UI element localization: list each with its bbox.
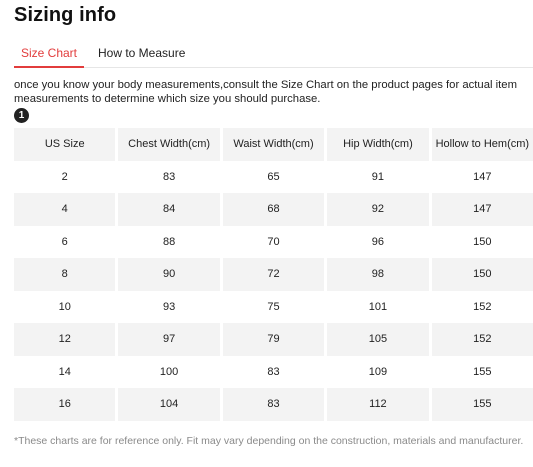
active-tab-indicator bbox=[14, 66, 84, 68]
cell-waist-width: 68 bbox=[222, 193, 325, 226]
cell-us-size: 8 bbox=[14, 258, 116, 291]
table-row: 2 83 65 91 147 bbox=[14, 161, 533, 194]
cell-hip-width: 109 bbox=[368, 365, 388, 378]
table-row: 12 97 79 105 152 bbox=[14, 323, 533, 356]
size-chart-table: US Size Chest Width(cm) Waist Width(cm) … bbox=[14, 128, 533, 421]
cell-chest-width: 100 bbox=[159, 365, 179, 378]
cell-waist-width: 83 bbox=[267, 365, 280, 378]
cell-hollow-to-hem: 152 bbox=[473, 300, 492, 313]
cell-us-size: 14 bbox=[58, 365, 71, 378]
intro-text: once you know your body measurements,con… bbox=[14, 79, 517, 105]
cell-hip-width: 92 bbox=[327, 193, 429, 226]
cell-us-size: 6 bbox=[61, 235, 68, 248]
table-row: 6 88 70 96 150 bbox=[14, 226, 533, 259]
header-waist-width: Waist Width(cm) bbox=[222, 128, 325, 161]
cell-hollow-to-hem: 155 bbox=[431, 388, 533, 421]
cell-hip-width: 101 bbox=[368, 300, 388, 313]
cell-waist-width: 65 bbox=[267, 170, 280, 183]
cell-hollow-to-hem: 147 bbox=[431, 193, 533, 226]
cell-hollow-to-hem: 147 bbox=[473, 170, 492, 183]
cell-chest-width: 88 bbox=[162, 235, 176, 248]
cell-hip-width: 105 bbox=[327, 323, 429, 356]
cell-us-size: 4 bbox=[14, 193, 116, 226]
step-number-badge: 1 bbox=[14, 108, 29, 123]
cell-chest-width: 97 bbox=[118, 323, 220, 356]
cell-chest-width: 93 bbox=[162, 300, 176, 313]
cell-chest-width: 90 bbox=[118, 258, 220, 291]
cell-waist-width: 70 bbox=[267, 235, 280, 248]
table-row: 14 100 83 109 155 bbox=[14, 356, 533, 389]
cell-hip-width: 98 bbox=[327, 258, 429, 291]
disclaimer-footnote: *These charts are for reference only. Fi… bbox=[14, 435, 524, 447]
cell-chest-width: 104 bbox=[118, 388, 220, 421]
cell-waist-width: 83 bbox=[222, 388, 325, 421]
cell-hollow-to-hem: 150 bbox=[431, 258, 533, 291]
tab-how-to-measure[interactable]: How to Measure bbox=[98, 46, 186, 60]
cell-waist-width: 79 bbox=[222, 323, 325, 356]
cell-waist-width: 72 bbox=[222, 258, 325, 291]
tab-bar: Size Chart How to Measure bbox=[14, 40, 533, 68]
cell-hollow-to-hem: 150 bbox=[473, 235, 492, 248]
header-us-size: US Size bbox=[14, 128, 116, 161]
cell-hip-width: 91 bbox=[371, 170, 385, 183]
table-body: 2 83 65 91 147 4 84 68 92 147 6 88 70 96 150 8 90 72 98 150… bbox=[14, 161, 533, 421]
cell-us-size: 2 bbox=[61, 170, 68, 183]
cell-us-size: 16 bbox=[14, 388, 116, 421]
cell-chest-width: 83 bbox=[162, 170, 176, 183]
table-row: 10 93 75 101 152 bbox=[14, 291, 533, 324]
cell-hip-width: 112 bbox=[327, 388, 429, 421]
table-header-row: US Size Chest Width(cm) Waist Width(cm) … bbox=[14, 128, 533, 161]
table-row: 16 104 83 112 155 bbox=[14, 388, 533, 421]
cell-hip-width: 96 bbox=[371, 235, 385, 248]
table-row: 4 84 68 92 147 bbox=[14, 193, 533, 226]
header-chest-width: Chest Width(cm) bbox=[118, 128, 220, 161]
cell-hollow-to-hem: 155 bbox=[473, 365, 492, 378]
table-row: 8 90 72 98 150 bbox=[14, 258, 533, 291]
cell-hollow-to-hem: 152 bbox=[431, 323, 533, 356]
header-hip-width: Hip Width(cm) bbox=[327, 128, 429, 161]
cell-us-size: 12 bbox=[14, 323, 116, 356]
tab-size-chart[interactable]: Size Chart bbox=[20, 46, 78, 60]
cell-waist-width: 75 bbox=[267, 300, 280, 313]
cell-chest-width: 84 bbox=[118, 193, 220, 226]
page-title: Sizing info bbox=[14, 4, 117, 26]
header-hollow-to-hem: Hollow to Hem(cm) bbox=[431, 128, 533, 161]
cell-us-size: 10 bbox=[58, 300, 71, 313]
